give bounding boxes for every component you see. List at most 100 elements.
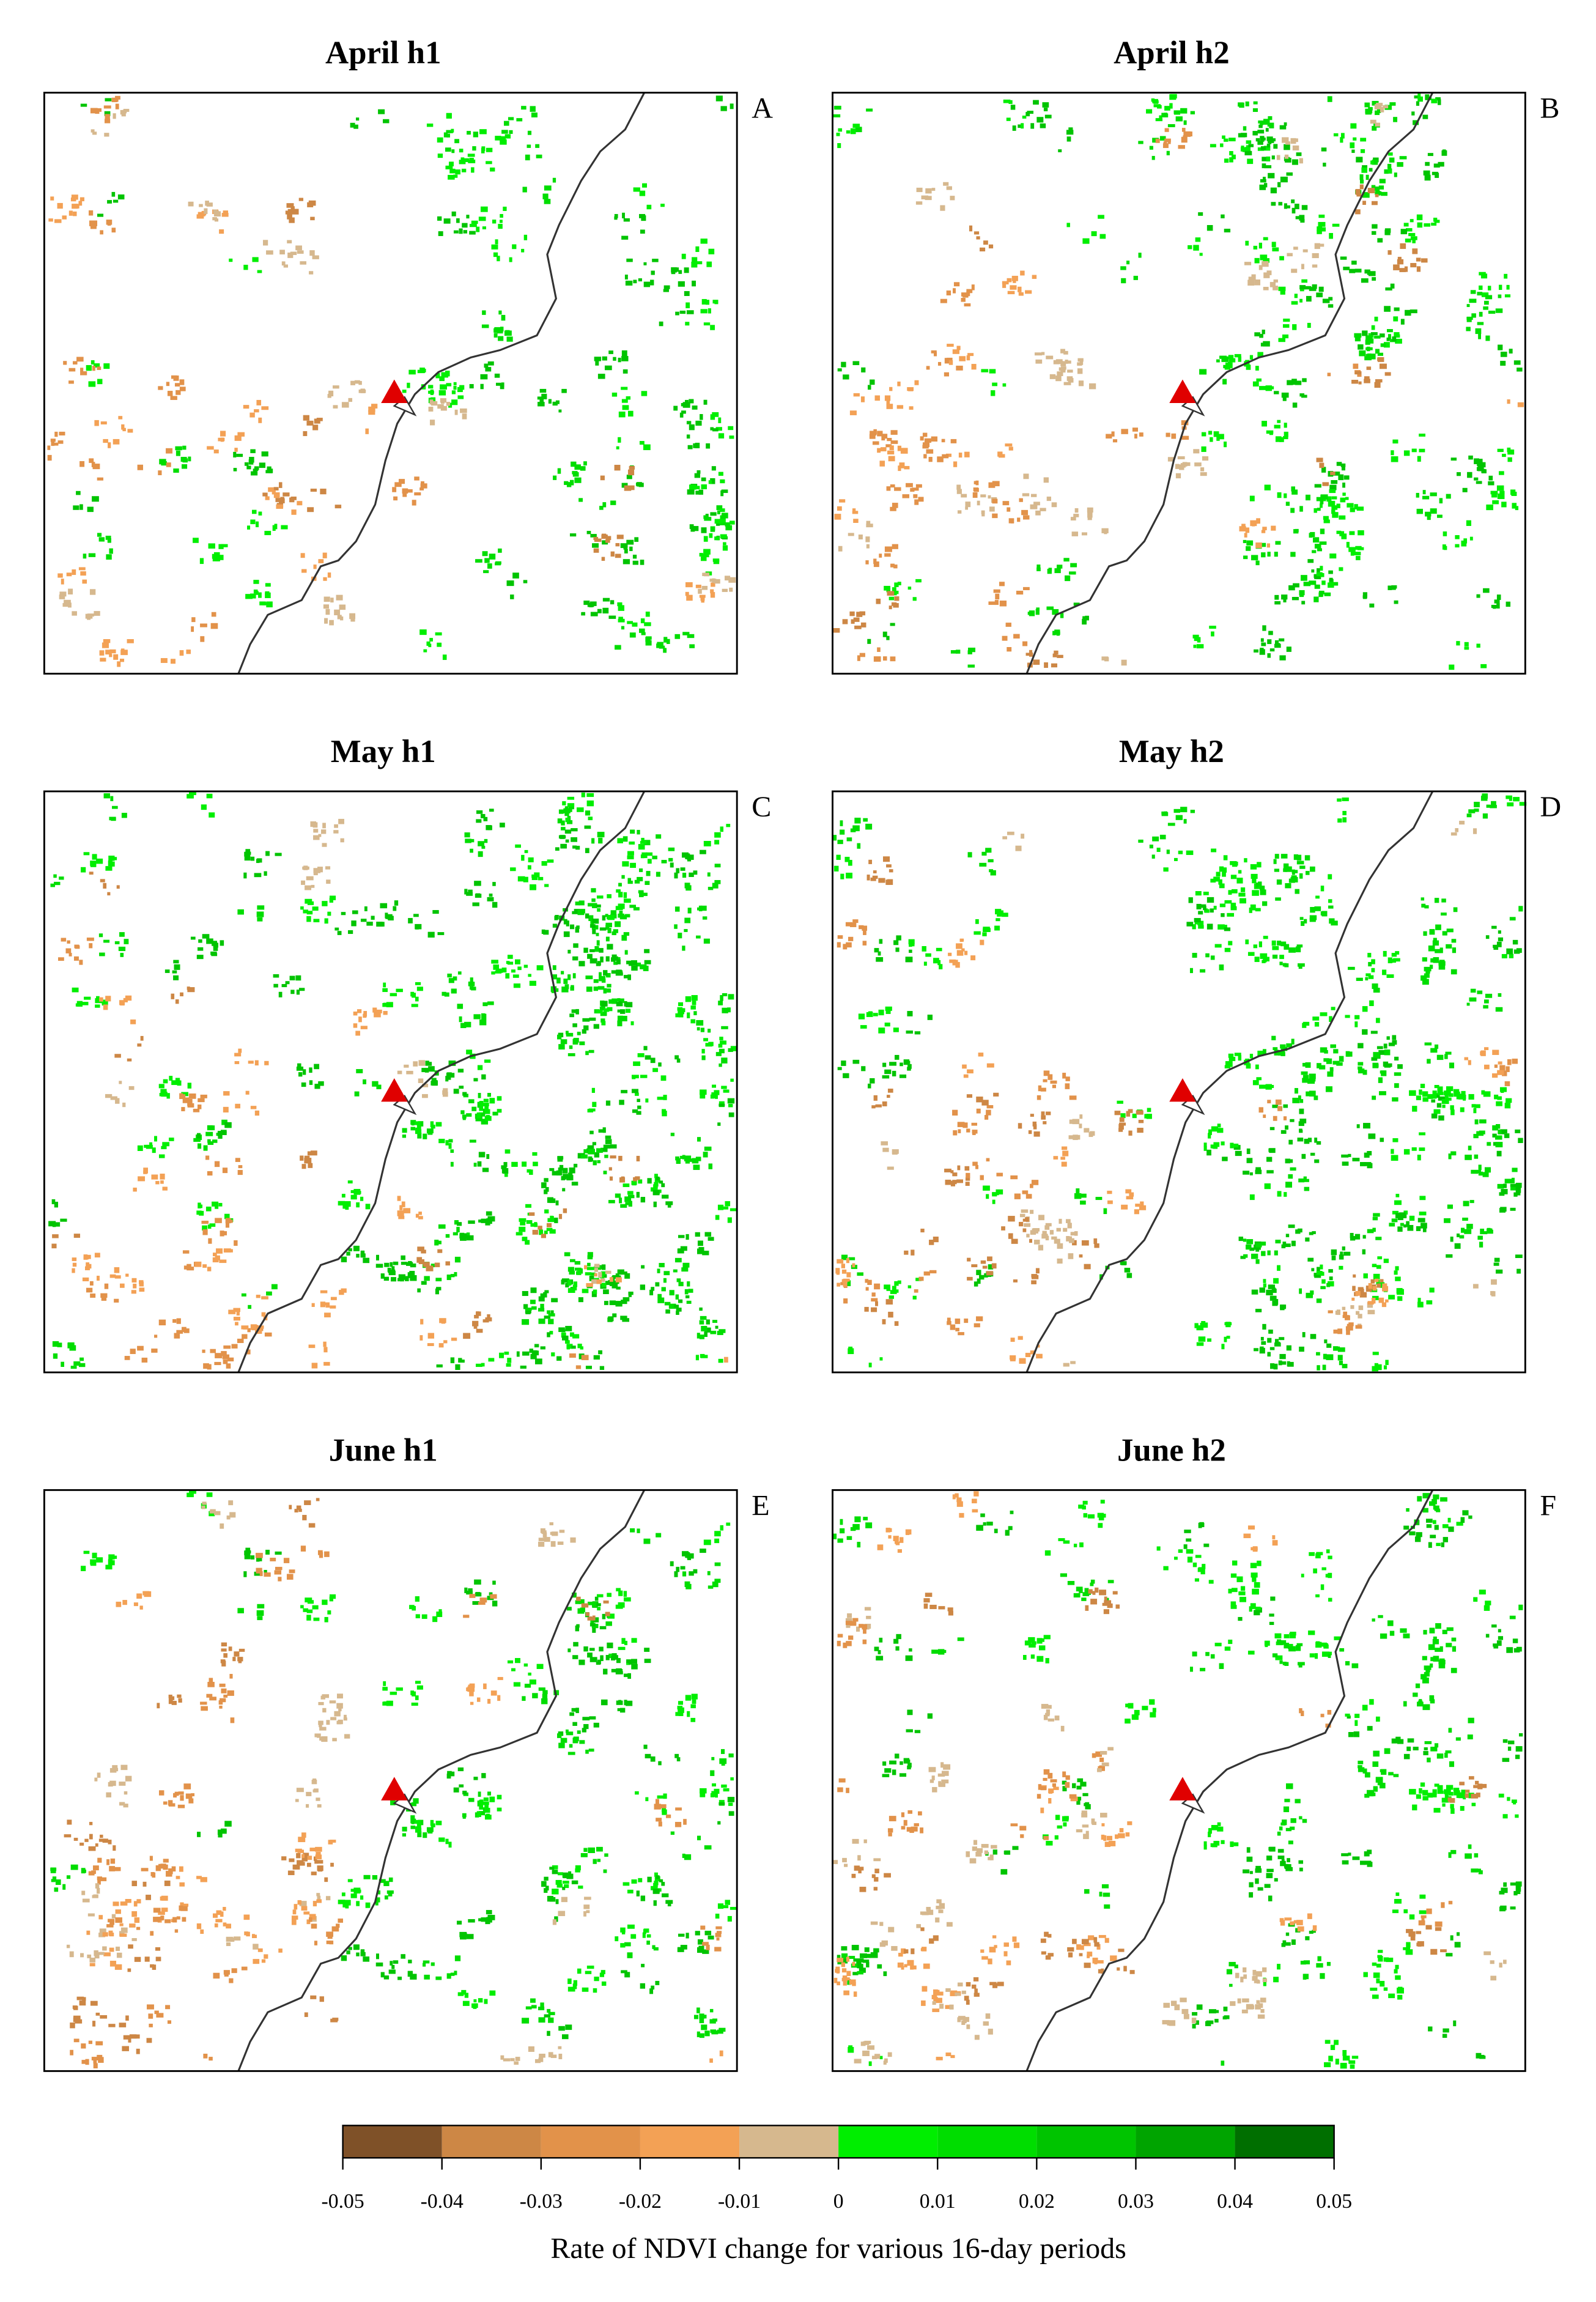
greening-pixel	[512, 572, 519, 579]
greening-pixel	[1426, 1300, 1433, 1305]
browning-pixel	[1043, 1070, 1050, 1076]
browning-pixel	[89, 943, 93, 949]
greening-pixel	[1259, 1347, 1265, 1354]
greening-pixel	[498, 548, 502, 553]
greening-pixel	[865, 823, 873, 830]
greening-pixel	[618, 437, 621, 443]
browning-pixel	[85, 1266, 91, 1270]
browning-pixel	[1200, 472, 1207, 476]
greening-pixel	[1409, 309, 1417, 314]
browning-pixel	[870, 431, 877, 436]
greening-pixel	[615, 1604, 623, 1609]
greening-pixel	[1035, 609, 1040, 615]
browning-pixel	[394, 482, 402, 487]
browning-pixel	[887, 1166, 894, 1170]
browning-pixel	[1507, 1059, 1512, 1065]
browning-pixel	[1292, 145, 1299, 150]
greening-pixel	[1464, 1229, 1472, 1234]
greening-pixel	[380, 1273, 385, 1279]
greening-pixel	[623, 1183, 630, 1187]
browning-pixel	[1041, 1111, 1045, 1116]
browning-pixel	[176, 1330, 183, 1334]
browning-pixel	[1052, 1084, 1056, 1089]
greening-pixel	[1280, 1044, 1286, 1049]
browning-pixel	[993, 589, 1000, 593]
browning-pixel	[598, 1271, 602, 1278]
browning-pixel	[1365, 1287, 1372, 1292]
greening-pixel	[715, 1095, 718, 1099]
browning-pixel	[79, 197, 84, 202]
greening-pixel	[614, 216, 618, 220]
greening-pixel	[104, 111, 111, 116]
browning-pixel	[1038, 1085, 1042, 1092]
greening-pixel	[253, 589, 258, 594]
greening-pixel	[410, 1263, 416, 1268]
greening-pixel	[675, 1294, 679, 1300]
browning-pixel	[1112, 439, 1118, 443]
greening-pixel	[641, 1265, 645, 1269]
browning-pixel	[116, 885, 120, 889]
browning-pixel	[160, 1174, 165, 1180]
greening-pixel	[701, 484, 707, 489]
greening-pixel	[459, 1016, 462, 1023]
browning-pixel	[880, 447, 887, 451]
greening-pixel	[643, 262, 647, 265]
greening-pixel	[624, 1273, 630, 1279]
browning-pixel	[1185, 462, 1191, 466]
greening-pixel	[621, 1090, 628, 1094]
greening-pixel	[440, 384, 447, 390]
greening-pixel	[571, 1708, 578, 1712]
browning-pixel	[120, 1283, 125, 1288]
greening-pixel	[1331, 496, 1337, 500]
browning-pixel	[1022, 587, 1030, 590]
greening-pixel	[1461, 540, 1467, 547]
greening-pixel	[1270, 1363, 1275, 1369]
greening-pixel	[552, 1889, 559, 1895]
greening-pixel	[1365, 977, 1369, 981]
greening-pixel	[1291, 875, 1297, 879]
greening-pixel	[114, 941, 120, 944]
browning-pixel	[885, 879, 890, 885]
greening-pixel	[426, 124, 434, 127]
browning-pixel	[1181, 136, 1188, 143]
browning-pixel	[151, 1174, 158, 1180]
greening-pixel	[601, 1264, 606, 1270]
browning-pixel	[421, 481, 424, 487]
browning-pixel	[105, 996, 111, 1002]
greening-pixel	[1210, 437, 1213, 442]
greening-pixel	[897, 582, 901, 586]
greening-pixel	[618, 411, 626, 418]
browning-pixel	[225, 1218, 231, 1224]
greening-pixel	[1284, 144, 1290, 150]
browning-pixel	[862, 941, 867, 946]
greening-pixel	[561, 971, 564, 975]
greening-pixel	[728, 994, 734, 1000]
browning-pixel	[223, 1359, 228, 1364]
browning-pixel	[966, 355, 970, 361]
greening-pixel	[1275, 1240, 1281, 1244]
greening-pixel	[350, 1889, 357, 1892]
greening-pixel	[678, 270, 682, 274]
greening-pixel	[1260, 179, 1266, 183]
greening-pixel	[1313, 596, 1319, 602]
greening-pixel	[850, 828, 856, 832]
greening-pixel	[459, 160, 466, 165]
greening-pixel	[1431, 223, 1437, 226]
panel-letter: A	[752, 92, 773, 124]
greening-pixel	[714, 1090, 720, 1095]
greening-pixel	[1246, 1063, 1251, 1069]
greening-pixel	[1509, 917, 1516, 921]
browning-pixel	[193, 1108, 200, 1112]
greening-pixel	[703, 841, 711, 846]
greening-pixel	[727, 1217, 732, 1223]
greening-pixel	[710, 512, 717, 516]
greening-pixel	[478, 1791, 481, 1797]
browning-pixel	[701, 585, 708, 590]
greening-pixel	[501, 382, 504, 387]
greening-pixel	[691, 261, 698, 268]
browning-pixel	[392, 487, 397, 492]
browning-pixel	[1140, 1201, 1144, 1206]
greening-pixel	[544, 1290, 549, 1293]
greening-pixel	[1342, 1246, 1345, 1251]
greening-pixel	[893, 940, 899, 946]
